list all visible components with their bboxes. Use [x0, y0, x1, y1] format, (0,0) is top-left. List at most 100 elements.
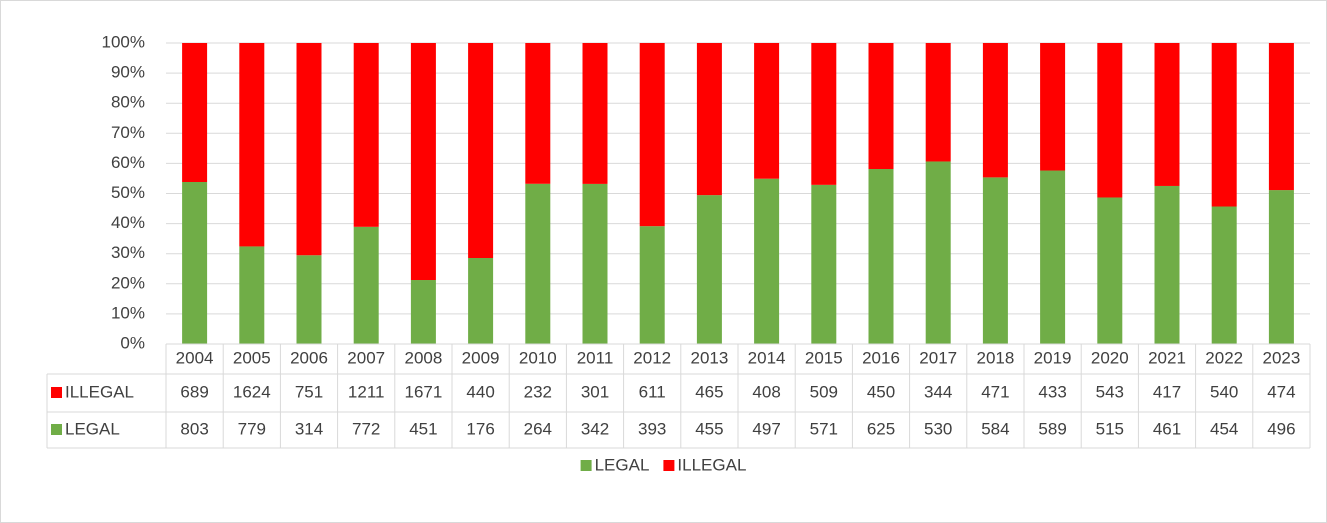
x-tick-label: 2011	[577, 348, 614, 367]
table-cell: 751	[295, 382, 323, 401]
bar-segment	[468, 43, 494, 258]
table-cell: 611	[639, 382, 666, 401]
bar-segment	[1097, 43, 1123, 198]
bar-segment	[1154, 185, 1180, 344]
y-tick-label: 90%	[111, 63, 145, 82]
table-cell: 1211	[348, 382, 385, 401]
bar-segment	[811, 43, 837, 185]
bar-segment	[754, 178, 780, 344]
table-cell: 497	[752, 419, 780, 438]
table-cell: 530	[924, 419, 952, 438]
table-cell: 496	[1267, 419, 1295, 438]
x-tick-label: 2010	[519, 348, 557, 367]
bar-segment	[1268, 190, 1294, 344]
table-cell: 417	[1153, 382, 1181, 401]
bar-segment	[582, 183, 608, 344]
y-tick-label: 50%	[111, 183, 145, 202]
table-cell: 461	[1153, 419, 1181, 438]
bar-segment	[1040, 43, 1066, 171]
bar-segment	[182, 182, 208, 344]
legend-key	[580, 460, 592, 471]
table-cell: 571	[810, 419, 838, 438]
bar-segment	[1040, 170, 1066, 344]
bar-segment	[925, 161, 951, 344]
legend-label: LEGAL	[595, 455, 650, 474]
table-cell: 232	[524, 382, 552, 401]
x-tick-label: 2005	[233, 348, 271, 367]
table-cell: 515	[1096, 419, 1124, 438]
x-tick-label: 2009	[462, 348, 500, 367]
bar-segment	[410, 43, 436, 281]
y-tick-label: 100%	[102, 32, 145, 51]
table-cell: 779	[238, 419, 266, 438]
table-cell: 176	[466, 419, 494, 438]
bar-segment	[1211, 43, 1237, 207]
bar-segment	[811, 184, 837, 344]
table-cell: 543	[1096, 382, 1124, 401]
bar-segment	[754, 43, 780, 179]
x-tick-label: 2019	[1034, 348, 1072, 367]
table-cell: 301	[581, 382, 609, 401]
table-cell: 455	[695, 419, 723, 438]
table-row-label: ILLEGAL	[65, 382, 134, 401]
x-tick-label: 2022	[1205, 348, 1243, 367]
bar-segment	[296, 43, 322, 256]
x-tick-label: 2006	[290, 348, 328, 367]
table-cell: 454	[1210, 419, 1238, 438]
bar-segment	[1154, 43, 1180, 186]
y-tick-label: 80%	[111, 93, 145, 112]
table-cell: 433	[1038, 382, 1066, 401]
y-tick-label: 10%	[111, 303, 145, 322]
table-cell: 393	[638, 419, 666, 438]
bar-segment	[182, 43, 208, 183]
y-tick-label: 0%	[120, 333, 145, 352]
bar-segment	[639, 226, 665, 344]
bar-segment	[410, 280, 436, 344]
bar-segment	[925, 43, 951, 162]
legend-label: ILLEGAL	[677, 455, 746, 474]
bar-segment	[982, 177, 1008, 344]
y-tick-label: 70%	[111, 123, 145, 142]
table-row-label: LEGAL	[65, 419, 120, 438]
x-tick-label: 2012	[633, 348, 671, 367]
table-cell: 589	[1038, 419, 1066, 438]
y-tick-label: 60%	[111, 153, 145, 172]
x-tick-label: 2013	[690, 348, 728, 367]
x-tick-label: 2021	[1148, 348, 1186, 367]
table-cell: 408	[752, 382, 780, 401]
bar-segment	[582, 43, 608, 184]
table-cell: 803	[180, 419, 208, 438]
table-cell: 1671	[404, 382, 442, 401]
table-cell: 342	[581, 419, 609, 438]
bar-segment	[639, 43, 665, 227]
bar-segment	[525, 43, 551, 184]
bar-segment	[982, 43, 1008, 178]
table-cell: 1624	[233, 382, 271, 401]
bar-segment	[353, 43, 379, 227]
table-cell: 344	[924, 382, 952, 401]
bar-segment	[1268, 43, 1294, 191]
table-cell: 314	[295, 419, 323, 438]
y-tick-label: 20%	[111, 273, 145, 292]
bar-segment	[296, 255, 322, 344]
bar-segment	[353, 226, 379, 344]
table-legend-key	[51, 387, 62, 398]
bar-segment	[1097, 197, 1123, 344]
bar-segment	[1211, 206, 1237, 344]
x-tick-label: 2007	[347, 348, 385, 367]
table-cell: 451	[409, 419, 437, 438]
bar-segment	[696, 195, 722, 344]
legend-key	[663, 460, 675, 471]
table-legend-key	[51, 424, 62, 435]
table-cell: 450	[867, 382, 895, 401]
table-cell: 264	[524, 419, 552, 438]
table-cell: 689	[180, 382, 208, 401]
bar-segment	[525, 183, 551, 344]
table-cell: 471	[981, 382, 1009, 401]
x-tick-label: 2008	[404, 348, 442, 367]
x-tick-label: 2017	[919, 348, 957, 367]
bar-segment	[239, 246, 265, 344]
y-tick-label: 30%	[111, 243, 145, 262]
bar-segment	[868, 169, 894, 344]
